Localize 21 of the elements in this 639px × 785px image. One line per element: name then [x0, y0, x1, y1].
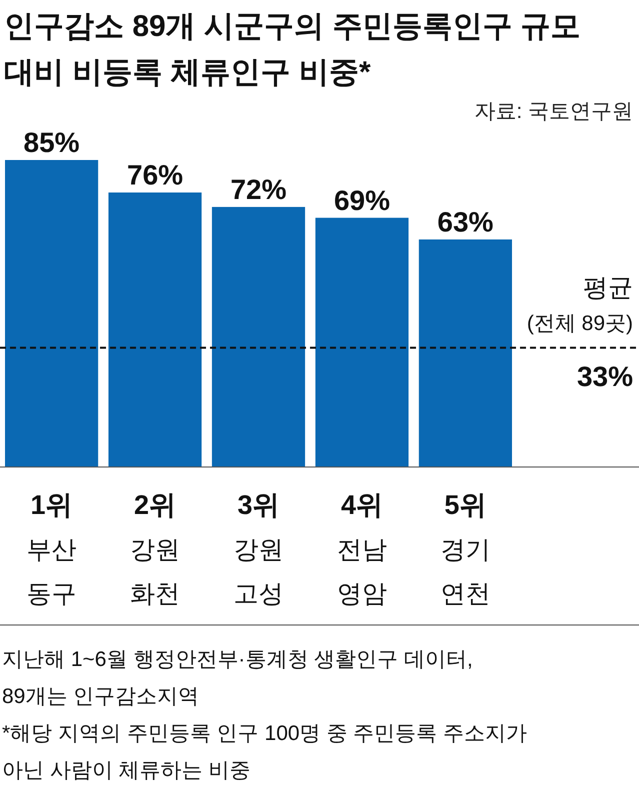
text: 자료: 국토연구원	[474, 100, 633, 123]
data-label: 69%	[334, 184, 390, 216]
text: 지난해 1~6월 행정안전부·통계청 생활인구 데이터, 89개는 인구감소지역	[2, 648, 473, 708]
ref-line-label: 평균 (전체 89곳)	[526, 274, 633, 335]
bar	[315, 218, 409, 467]
bar	[5, 160, 98, 467]
data-label: 85%	[24, 127, 80, 158]
data-label: 76%	[127, 160, 184, 191]
text: *해당 지역의 주민등록 인구 100명 중 주민등록 주소지가 아닌 사람이 체류하는 비중	[2, 722, 528, 782]
x-tick-label: 1위 부산 동구	[26, 490, 77, 608]
bar	[212, 206, 306, 467]
chart-title: 인구감소 89개 시군구의 주민등록인구 규모 대비 비등록 체류인구 비중*	[4, 10, 581, 89]
bar	[108, 192, 202, 467]
x-tick-label: 2위 강원 화천	[130, 490, 180, 608]
x-tick-label: 4위 전남 영암	[336, 490, 387, 608]
annotation: 33%	[576, 360, 634, 392]
x-tick-label: 3위 강원 고성	[234, 490, 284, 608]
bar	[418, 239, 512, 467]
data-label: 63%	[437, 206, 494, 238]
data-label: 72%	[230, 174, 287, 205]
x-tick-label: 5위 경기 연천	[440, 490, 490, 608]
